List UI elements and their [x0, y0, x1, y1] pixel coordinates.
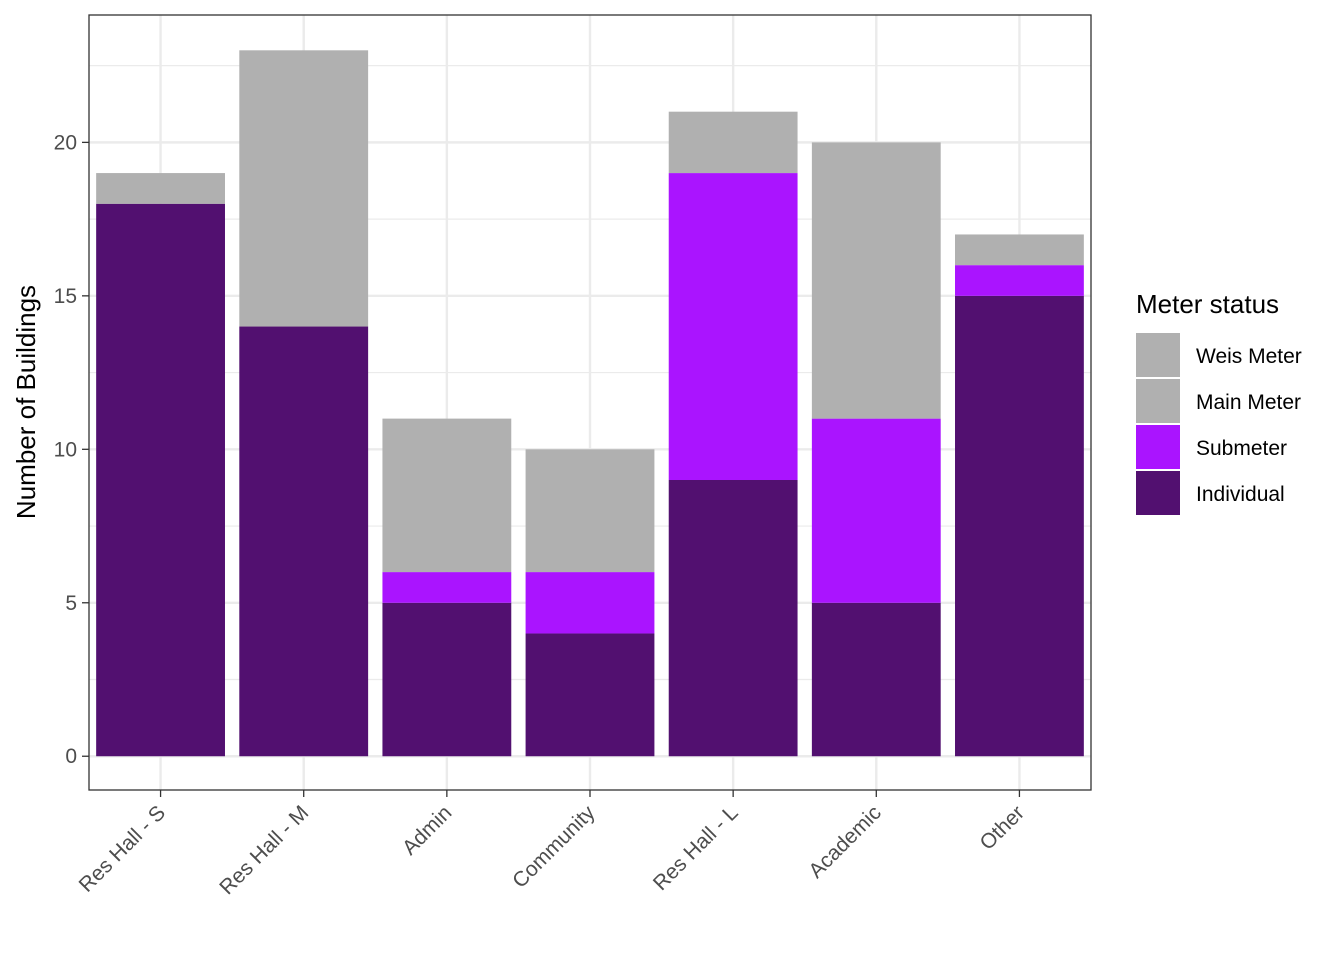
- y-tick-label: 5: [65, 592, 77, 615]
- bar-segment-individual: [668, 480, 798, 757]
- bar-segment-individual: [811, 602, 941, 757]
- bar-segment-individual: [525, 633, 655, 757]
- bar-segment-main-meter: [955, 234, 1084, 266]
- x-tick-label: Res Hall - M: [215, 801, 313, 899]
- y-axis-title: Number of Buildings: [11, 285, 41, 519]
- x-tick-label: Res Hall - S: [75, 801, 170, 896]
- bar-segment-main-meter: [239, 50, 369, 327]
- x-tick-label: Res Hall - L: [649, 801, 743, 895]
- y-tick-label: 15: [54, 285, 77, 308]
- bar-segment-main-meter: [96, 173, 225, 204]
- x-tick-label: Other: [976, 801, 1029, 854]
- legend-label: Weis Meter: [1196, 345, 1302, 368]
- bar-segment-submeter: [382, 572, 512, 603]
- bar-segment-submeter: [525, 572, 655, 634]
- legend: Meter status Weis Meter Main Meter Submete…: [1136, 289, 1302, 515]
- legend-key-main-meter: [1136, 379, 1180, 423]
- legend-label: Main Meter: [1196, 391, 1301, 414]
- bar-segment-submeter: [955, 265, 1084, 296]
- bar-segment-main-meter: [525, 449, 655, 573]
- legend-label: Submeter: [1196, 437, 1287, 460]
- bar-segment-individual: [955, 295, 1084, 757]
- bar-segment-individual: [239, 326, 369, 757]
- x-tick-label: Community: [508, 801, 600, 893]
- bar-segment-submeter: [811, 418, 941, 603]
- bar-segment-submeter: [668, 173, 798, 480]
- y-tick-label: 0: [65, 745, 77, 768]
- legend-key-weis-meter: [1136, 333, 1180, 377]
- bar-segment-individual: [382, 602, 512, 757]
- x-tick-label: Academic: [804, 801, 885, 882]
- bar-segment-individual: [96, 203, 225, 757]
- bars: [96, 50, 1084, 757]
- x-tick-label: Admin: [398, 801, 456, 859]
- legend-title: Meter status: [1136, 289, 1279, 319]
- bar-segment-main-meter: [382, 418, 512, 573]
- legend-key-submeter: [1136, 425, 1180, 469]
- legend-label: Individual: [1196, 483, 1285, 506]
- bar-segment-main-meter: [668, 111, 798, 174]
- legend-key-individual: [1136, 471, 1180, 515]
- y-tick-label: 10: [54, 438, 77, 461]
- bar-segment-main-meter: [811, 142, 941, 419]
- y-tick-label: 20: [54, 131, 77, 154]
